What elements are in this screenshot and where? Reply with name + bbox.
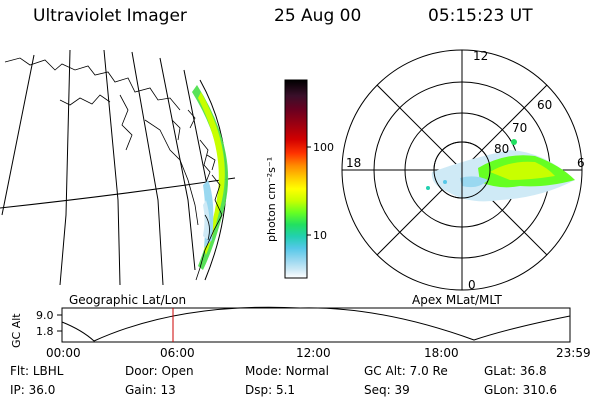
time-tick-0000: 00:00 — [46, 346, 81, 360]
info-flt-label: Flt: — [10, 364, 29, 378]
mlt-label-6: 6 — [577, 156, 585, 170]
info-seq-label: Seq: — [364, 383, 391, 397]
time-tick-0600: 06:00 — [160, 346, 195, 360]
colorbar-unit-label: photon cm⁻²s⁻¹ — [265, 157, 278, 242]
info-door: Door: Open — [125, 364, 194, 378]
info-gain-value: 13 — [160, 383, 176, 397]
info-flt-value: LBHL — [32, 364, 64, 378]
info-seq-value: 39 — [394, 383, 410, 397]
title: Ultraviolet Imager — [33, 6, 187, 26]
apex-label: Apex MLat/MLT — [412, 293, 502, 307]
geographic-globe — [0, 49, 236, 286]
info-glat-label: GLat: — [484, 364, 517, 378]
info-glon-label: GLon: — [484, 383, 519, 397]
info-gain-label: Gain: — [125, 383, 157, 397]
info-dsp-label: Dsp: — [245, 383, 273, 397]
info-door-value: Open — [161, 364, 194, 378]
info-dsp-value: 5.1 — [275, 383, 296, 397]
altitude-tick-1-8: 1.8 — [36, 325, 54, 338]
info-mode-value: Normal — [285, 364, 329, 378]
polar-grid-overlay — [433, 141, 491, 199]
info-glat: GLat: 36.8 — [484, 364, 547, 378]
info-glon: GLon: 310.6 — [484, 383, 557, 397]
colorbar-tick-10: 10 — [313, 229, 327, 242]
time: 05:15:23 UT — [428, 6, 533, 26]
info-seq: Seq: 39 — [364, 383, 410, 397]
mlat-label-80: 80 — [494, 142, 509, 156]
color-bar — [284, 79, 311, 279]
info-ip-value: 36.0 — [28, 383, 56, 397]
info-mode: Mode: Normal — [245, 364, 329, 378]
info-gc-alt-label: GC Alt: — [364, 364, 406, 378]
info-gain: Gain: 13 — [125, 383, 176, 397]
info-glon-value: 310.6 — [522, 383, 557, 397]
info-gc-alt: GC Alt: 7.0 Re — [364, 364, 448, 378]
time-tick-2359: 23:59 — [556, 346, 591, 360]
time-tick-1200: 12:00 — [296, 346, 331, 360]
info-ip-label: IP: — [10, 383, 25, 397]
mlat-label-60: 60 — [537, 98, 552, 112]
date: 25 Aug 00 — [274, 6, 362, 26]
info-door-label: Door: — [125, 364, 158, 378]
info-flt: Flt: LBHL — [10, 364, 63, 378]
info-mode-label: Mode: — [245, 364, 282, 378]
altitude-plot — [57, 306, 571, 343]
colorbar-tick-100: 100 — [313, 141, 334, 154]
time-tick-1800: 18:00 — [424, 346, 459, 360]
mlat-label-70: 70 — [512, 121, 527, 135]
mlt-label-18: 18 — [346, 156, 361, 170]
info-glat-value: 36.8 — [519, 364, 547, 378]
info-ip: IP: 36.0 — [10, 383, 55, 397]
info-gc-alt-value: 7.0 Re — [409, 364, 448, 378]
geographic-label: Geographic Lat/Lon — [69, 293, 187, 307]
altitude-axis-title: GC Alt — [10, 313, 23, 348]
mlt-label-0: 0 — [468, 278, 476, 292]
altitude-tick-9: 9.0 — [36, 309, 54, 322]
polar-aurora — [426, 139, 575, 202]
info-dsp: Dsp: 5.1 — [245, 383, 295, 397]
mlt-label-12: 12 — [473, 49, 488, 63]
